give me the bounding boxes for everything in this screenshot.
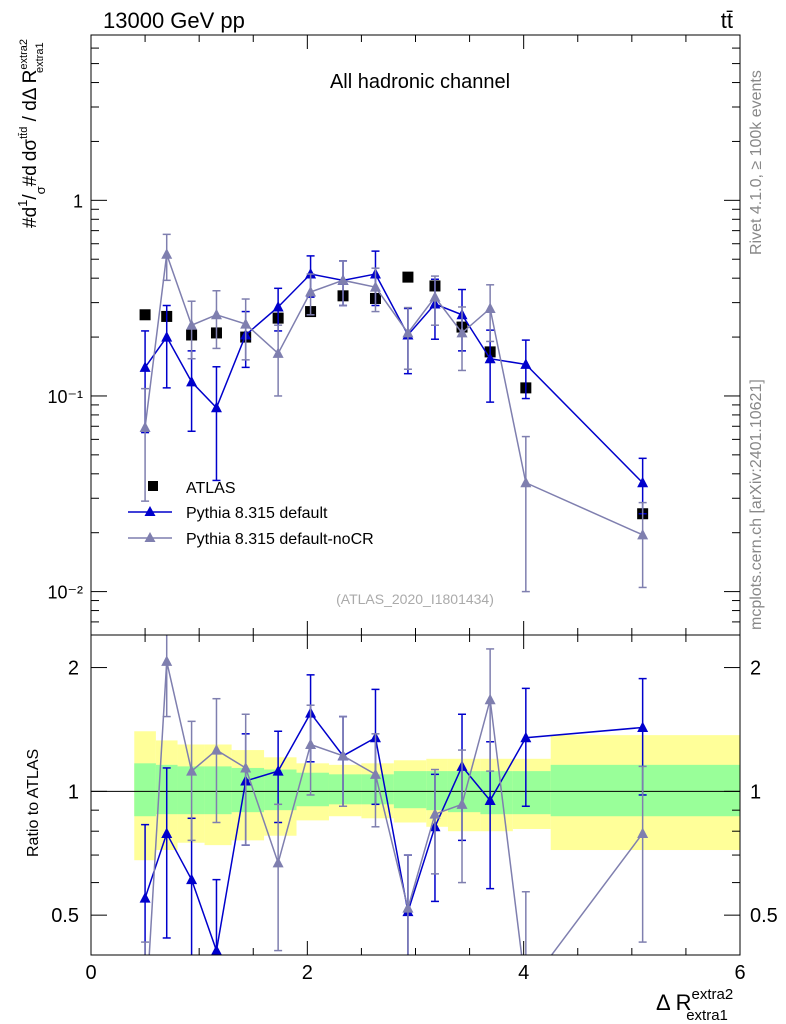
ratio-ylabel: Ratio to ATLAS bbox=[25, 749, 42, 857]
point-pythia-8-315-default-nocr bbox=[305, 285, 317, 297]
ratio-series-group bbox=[139, 635, 649, 1024]
x-tick-label: 6 bbox=[734, 962, 745, 984]
ratio-y-tick-label-right: 0.5 bbox=[750, 905, 778, 927]
point-pythia-8-315-default-nocr bbox=[429, 291, 441, 302]
ratio-point-pythia-8-315-default bbox=[484, 794, 496, 806]
header-left-label: 13000 GeV pp bbox=[103, 8, 245, 33]
point-pythia-8-315-default-nocr bbox=[520, 476, 532, 488]
ratio-point-pythia-8-315-default-nocr bbox=[186, 765, 198, 776]
rivet-label: Rivet 4.1.0, ≥ 100k events bbox=[748, 70, 765, 255]
main-title: All hadronic channel bbox=[330, 71, 510, 93]
ratio-point-pythia-8-315-default-nocr bbox=[520, 983, 531, 994]
ratio-point-pythia-8-315-default-nocr bbox=[161, 655, 173, 666]
point-pythia-8-315-default bbox=[484, 352, 496, 364]
point-pythia-8-315-default-nocr bbox=[456, 326, 468, 338]
uncertainty-band-green bbox=[361, 774, 394, 805]
point-pythia-8-315-default bbox=[210, 401, 222, 413]
point-pythia-8-315-default-nocr bbox=[272, 347, 284, 358]
point-pythia-8-315-default bbox=[161, 331, 173, 342]
legend-label-default: Pythia 8.315 default bbox=[186, 505, 328, 522]
x-axis-label: Δ Rextra2 extra1 bbox=[656, 986, 733, 1024]
uncertainty-band-green bbox=[550, 764, 740, 817]
point-pythia-8-315-default-nocr bbox=[369, 281, 381, 292]
main-ylabel: #d1/σ#ddσtt̄d / dΔ Rextra2 extra1 bbox=[15, 39, 48, 228]
point-pythia-8-315-default-nocr bbox=[337, 274, 349, 285]
main-panel: 10⁻² 10⁻¹ 1 All hadronic channel (ATLAS_20… bbox=[15, 34, 741, 636]
y-tick-label: 10⁻¹ bbox=[47, 387, 83, 407]
ratio-point-pythia-8-315-default bbox=[186, 873, 198, 885]
point-pythia-8-315-default bbox=[139, 361, 151, 372]
legend-marker-nocr bbox=[144, 532, 156, 542]
ratio-point-pythia-8-315-default bbox=[520, 731, 532, 743]
ratio-panel: 0.5 0.5 1 1 2 2 0 2 4 6 Ratio to ATLAS Δ Rextra2 e… bbox=[25, 634, 778, 1024]
uncertainty-band-green bbox=[426, 771, 448, 811]
legend-label-atlas: ATLAS bbox=[186, 480, 236, 497]
uncertainty-band-green bbox=[204, 766, 232, 815]
point-pythia-8-315-default-nocr bbox=[402, 326, 414, 338]
point-pythia-8-315-default-nocr bbox=[161, 248, 173, 259]
ratio-point-pythia-8-315-default bbox=[161, 827, 173, 838]
ratio-point-pythia-8-315-default-nocr bbox=[337, 749, 349, 761]
point-pythia-8-315-default-nocr bbox=[139, 421, 151, 432]
ratio-point-pythia-8-315-default-nocr bbox=[456, 798, 468, 809]
ratio-point-pythia-8-315-default-nocr bbox=[402, 902, 414, 913]
analysis-id-label: (ATLAS_2020_I1801434) bbox=[336, 591, 494, 607]
uncertainty-band-green bbox=[480, 771, 513, 815]
uncertainty-band-green bbox=[512, 771, 551, 815]
legend-marker-atlas bbox=[148, 481, 158, 491]
ratio-point-pythia-8-315-default bbox=[139, 892, 151, 903]
uncertainty-band-green bbox=[134, 763, 156, 817]
point-pythia-8-315-default bbox=[186, 375, 198, 387]
ratio-y-tick-label-left: 1 bbox=[68, 781, 79, 803]
ratio-point-pythia-8-315-default-nocr bbox=[637, 827, 649, 838]
series-line-pythia-8-315-default bbox=[144, 273, 644, 484]
x-tick-label: 2 bbox=[302, 962, 313, 984]
point-pythia-8-315-default-nocr bbox=[240, 318, 252, 329]
point-atlas bbox=[139, 309, 151, 321]
legend-label-nocr: Pythia 8.315 default-noCR bbox=[186, 531, 374, 548]
point-pythia-8-315-default bbox=[520, 358, 532, 369]
legend: ATLAS Pythia 8.315 default Pythia 8.315 … bbox=[128, 480, 374, 548]
uncertainty-band-green bbox=[328, 774, 362, 805]
x-tick-label: 0 bbox=[85, 962, 96, 984]
uncertainty-band-green bbox=[264, 769, 297, 811]
header-right-label: tt̄ bbox=[721, 8, 733, 33]
ratio-point-pythia-8-315-default bbox=[211, 944, 222, 955]
ratio-frame bbox=[90, 634, 741, 956]
ratio-point-pythia-8-315-default-nocr bbox=[429, 808, 441, 819]
y-tick-label: 10⁻² bbox=[47, 583, 83, 603]
y-tick-label: 1 bbox=[73, 191, 83, 211]
ratio-point-pythia-8-315-default-nocr bbox=[240, 761, 252, 773]
ratio-point-pythia-8-315-default-nocr bbox=[305, 738, 317, 749]
ratio-point-pythia-8-315-default bbox=[272, 765, 284, 776]
main-ylabel-text: #d1/σ#ddσtt̄d / dΔ Rextra2 extra1 bbox=[15, 39, 48, 228]
ratio-point-pythia-8-315-default-nocr bbox=[272, 856, 284, 868]
legend-marker-default bbox=[144, 506, 156, 516]
ratio-y-tick-label-right: 2 bbox=[750, 658, 761, 680]
uncertainty-band-green bbox=[393, 771, 427, 809]
ratio-point-pythia-8-315-default-nocr bbox=[369, 768, 381, 779]
point-pythia-8-315-default-nocr bbox=[186, 319, 198, 330]
ratio-point-pythia-8-315-default-nocr bbox=[210, 744, 222, 755]
point-pythia-8-315-default-nocr bbox=[637, 528, 649, 540]
point-pythia-8-315-default-nocr bbox=[210, 308, 222, 320]
point-pythia-8-315-default bbox=[272, 300, 284, 312]
ratio-point-pythia-8-315-default-nocr bbox=[140, 1019, 151, 1024]
ratio-point-pythia-8-315-default bbox=[637, 721, 649, 732]
x-axis-label-text: Δ Rextra2 extra1 bbox=[656, 986, 733, 1024]
mcplots-label: mcplots.cern.ch [arXiv:2401.10621] bbox=[748, 379, 765, 630]
ratio-point-pythia-8-315-default-nocr bbox=[484, 693, 496, 705]
x-tick-label: 4 bbox=[518, 962, 529, 984]
point-pythia-8-315-default-nocr bbox=[484, 302, 496, 313]
ratio-y-tick-label-left: 2 bbox=[68, 658, 79, 680]
ratio-y-tick-label-right: 1 bbox=[750, 781, 761, 803]
point-atlas bbox=[402, 271, 414, 283]
point-pythia-8-315-default bbox=[637, 476, 649, 488]
ratio-y-tick-label-left: 0.5 bbox=[51, 905, 79, 927]
